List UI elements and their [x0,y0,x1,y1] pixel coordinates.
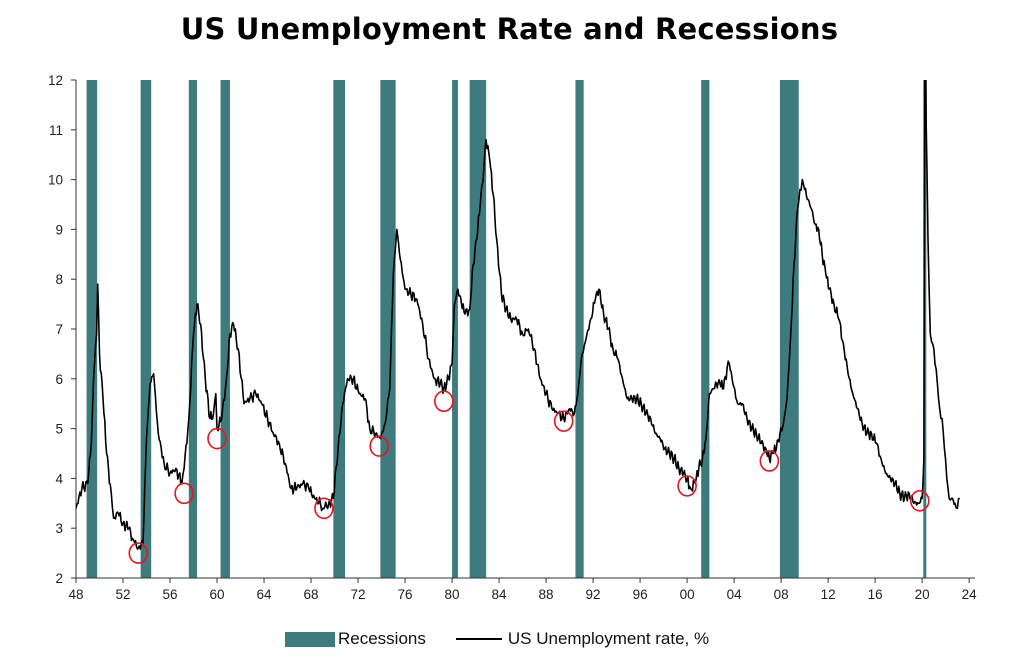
trough-marker [207,427,227,450]
trough-marker [128,542,149,564]
x-tick-label: 64 [257,587,273,602]
x-tick-label: 76 [398,587,413,602]
y-tick-label: 2 [55,571,63,586]
x-tick-label: 16 [868,587,883,602]
y-tick-label: 5 [55,422,63,437]
recession-band [188,80,198,578]
recession-band [469,80,487,578]
x-tick-label: 84 [492,587,508,602]
recession-band [452,80,458,578]
recession-bands [86,80,927,578]
trough-marker [553,410,574,432]
x-tick-label: 04 [727,587,743,602]
trough-marker [369,435,389,457]
trough-marker [677,475,697,497]
y-tick-label: 10 [48,173,63,188]
y-tick-label: 6 [55,372,63,387]
y-tick-label: 9 [55,222,63,237]
x-tick-label: 60 [210,587,225,602]
recession-band [779,80,799,578]
recession-band [86,80,98,578]
y-tick-label: 8 [55,272,63,287]
trough-markers [128,390,930,564]
y-tick-label: 11 [49,123,63,138]
x-tick-label: 24 [962,587,978,602]
unemployment-series [76,80,960,550]
x-tick-label: 52 [115,587,130,602]
chart-title: US Unemployment Rate and Recessions [180,12,839,46]
legend-line-label: US Unemployment rate, % [507,629,710,648]
x-tick-label: 48 [68,587,83,602]
trough-marker [174,482,194,505]
x-tick-label: 88 [539,587,554,602]
legend-recessions-label: Recessions [338,629,426,648]
trough-marker [434,390,454,413]
recession-band [333,80,346,578]
legend: Recessions US Unemployment rate, % [285,627,709,651]
y-tick-label: 12 [48,73,63,88]
x-tick-label: 00 [680,587,695,602]
legend-recessions-swatch [285,631,335,647]
x-tick-label: 20 [915,587,930,602]
x-tick-label: 08 [774,587,789,602]
recession-band [140,80,152,578]
recession-band [220,80,230,578]
x-tick-label: 96 [633,587,648,602]
recession-band [380,80,396,578]
trough-marker [909,490,930,512]
x-tick-label: 72 [351,587,366,602]
y-tick-label: 3 [55,521,63,536]
recession-band [575,80,584,578]
x-tick-label: 56 [162,587,177,602]
legend-line-swatch [455,638,502,640]
x-tick-label: 12 [821,587,836,602]
y-tick-label: 4 [55,471,63,486]
axes [71,79,975,583]
y-tick-label: 7 [55,322,63,337]
trough-marker [759,450,780,472]
unemployment-line [76,80,960,550]
recession-band [701,80,710,578]
trough-marker [314,497,334,520]
x-tick-label: 68 [304,587,319,602]
x-tick-label: 92 [586,587,601,602]
x-tick-label: 80 [445,587,460,602]
